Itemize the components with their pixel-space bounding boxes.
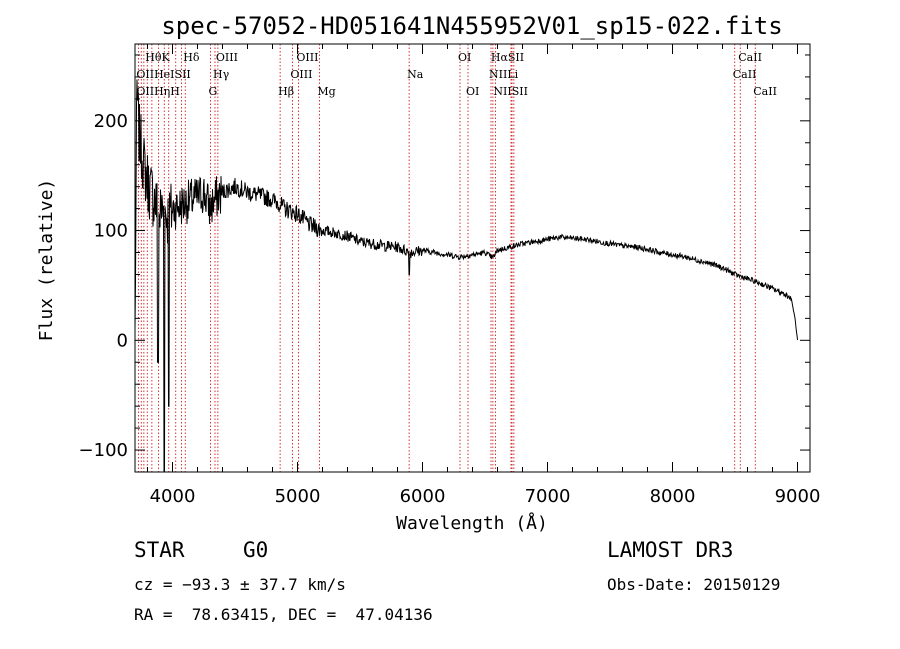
spectral-line-label: Hγ	[213, 68, 230, 81]
object-subclass: G0	[243, 538, 269, 562]
spectral-line-label: HαSII	[491, 51, 524, 64]
y-tick-label: 200	[94, 111, 128, 132]
survey-name: LAMOST DR3	[607, 538, 734, 562]
spectral-line-label: G	[209, 85, 218, 98]
sky-coordinates: RA = 78.63415, DEC = 47.04136	[134, 605, 433, 624]
x-tick-label: 7000	[525, 486, 571, 507]
y-axis-label: Flux (relative)	[36, 179, 57, 342]
spectral-line-label: Hδ	[183, 51, 200, 64]
spectral-line-label: OI	[458, 51, 471, 64]
spectral-line-label: CaII	[733, 68, 757, 81]
y-tick-label: 0	[117, 330, 128, 351]
spectral-line-labels: HθK Hδ OIII OIII OI HαSII CaII OIIHeISII Hγ OIII N…	[136, 51, 777, 98]
spectral-line-label: OIIHηH	[136, 85, 179, 98]
spectral-line-label: Na	[407, 68, 424, 81]
spectral-line-label: OIII	[296, 51, 318, 64]
x-axis-ticks: 4000 5000 6000 7000 8000 9000	[147, 44, 821, 507]
x-tick-label: 6000	[400, 486, 446, 507]
spectral-line-label: NIILi	[489, 68, 519, 81]
x-tick-label: 9000	[775, 486, 821, 507]
x-tick-label: 4000	[150, 486, 196, 507]
spectral-line-label: OIII	[216, 51, 238, 64]
spectral-line-label: OI	[466, 85, 479, 98]
y-tick-label: 100	[94, 221, 128, 242]
x-axis-label: Wavelength (Å)	[396, 512, 548, 534]
spectral-line-label: OIIHeISII	[136, 68, 190, 81]
y-tick-label: −100	[79, 440, 128, 461]
observation-date: Obs-Date: 20150129	[607, 575, 781, 594]
spectral-line-label: HθK	[145, 51, 170, 64]
spectral-line-label: CaII	[753, 85, 777, 98]
spectrum-line	[134, 79, 798, 473]
object-class: STAR	[134, 538, 185, 562]
spectral-line-label: NIISII	[493, 85, 528, 98]
spectrum-series	[134, 79, 798, 473]
plot-frame	[134, 43, 811, 473]
spectral-line-label: Hβ	[278, 85, 294, 98]
y-axis-ticks: −100 0 100 200	[79, 54, 810, 461]
chart-title: spec-57052-HD051641N455952V01_sp15-022.f…	[161, 12, 782, 40]
x-tick-label: 5000	[275, 486, 321, 507]
redshift-cz: cz = −93.3 ± 37.7 km/s	[134, 575, 346, 594]
spectral-line-label: Mg	[317, 85, 335, 98]
spectral-line-markers	[137, 44, 756, 472]
x-tick-label: 8000	[650, 486, 696, 507]
spectral-line-label: CaII	[738, 51, 762, 64]
spectral-line-label: OIII	[290, 68, 312, 81]
